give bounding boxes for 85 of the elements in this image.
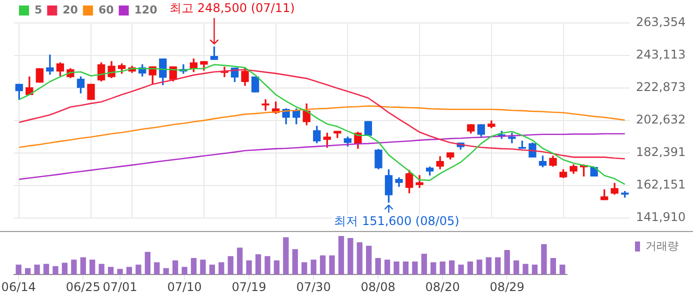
y-tick-label: 141,910 <box>636 210 686 224</box>
bar <box>550 258 556 275</box>
y-tick-label: 243,113 <box>636 48 686 62</box>
x-tick-label: 07/10 <box>167 280 202 294</box>
bar <box>329 255 335 275</box>
bar <box>541 244 547 275</box>
bar <box>292 249 298 275</box>
bar <box>264 256 270 275</box>
bar <box>200 260 206 275</box>
legend-label: 거래량 <box>646 239 678 252</box>
x-tick-label: 08/29 <box>490 280 524 294</box>
bar <box>218 262 224 275</box>
bar <box>384 260 390 275</box>
bar <box>532 264 538 275</box>
bar <box>522 264 528 275</box>
bar <box>338 236 344 275</box>
bar <box>402 262 409 275</box>
legend-label: 20 <box>62 3 78 16</box>
bar <box>136 264 142 275</box>
bar <box>190 258 197 275</box>
x-tick-label: 06/25 <box>66 280 100 294</box>
x-tick-label: 07/30 <box>296 280 331 294</box>
bar <box>52 266 58 275</box>
bar <box>486 257 492 275</box>
x-tick-label: 07/19 <box>232 280 266 294</box>
bar <box>348 238 354 275</box>
legend-label: 5 <box>34 3 42 16</box>
legend-label: 60 <box>98 3 114 16</box>
bar <box>560 264 566 275</box>
candlestick <box>262 99 270 111</box>
bar <box>448 260 455 275</box>
bar <box>16 264 22 275</box>
x-tick-label: 08/08 <box>360 280 396 294</box>
bar <box>495 257 501 275</box>
bar <box>236 248 243 275</box>
x-tick-label: 07/01 <box>102 280 138 294</box>
bar <box>62 262 68 275</box>
bar <box>117 268 123 275</box>
y-tick-label: 222,873 <box>636 80 686 94</box>
bar <box>90 260 96 275</box>
legend-label: 120 <box>134 3 158 16</box>
y-tick-label: 202,632 <box>636 112 686 127</box>
bar <box>283 237 289 275</box>
y-tick-label: 182,391 <box>636 144 686 159</box>
bar <box>301 262 308 275</box>
bar <box>394 262 400 275</box>
y-tick-label: 263,354 <box>636 15 686 30</box>
bar <box>274 260 280 275</box>
annotation: 최저 151,600 (08/05) <box>334 214 460 228</box>
bar <box>310 260 316 275</box>
bar <box>356 242 362 275</box>
bar <box>467 262 474 275</box>
text: 최고 248,500 (07/11) <box>170 1 295 16</box>
bar <box>24 268 31 275</box>
bar <box>71 260 77 275</box>
bar <box>458 264 464 275</box>
bar <box>228 256 234 275</box>
bar <box>440 262 446 275</box>
bar <box>366 246 372 275</box>
bar <box>34 264 40 275</box>
bar <box>172 260 178 275</box>
bar <box>163 268 169 275</box>
x-tick-label: 06/14 <box>1 280 36 294</box>
bar <box>80 257 86 275</box>
bar <box>421 254 427 275</box>
bar <box>182 266 188 275</box>
bar <box>246 260 252 275</box>
bar <box>320 255 326 275</box>
bar <box>504 250 510 275</box>
bar <box>476 260 482 275</box>
bar <box>144 252 150 275</box>
bar <box>126 266 132 275</box>
y-tick-label: 162,151 <box>636 177 686 192</box>
bar <box>43 264 50 275</box>
bar <box>108 266 114 275</box>
bar <box>375 258 381 275</box>
bar <box>98 264 104 275</box>
bar <box>412 262 418 275</box>
bar <box>513 260 520 275</box>
x-tick-label: 08/20 <box>425 280 460 294</box>
bar <box>430 262 436 275</box>
candlestick <box>46 54 54 75</box>
bar <box>209 264 215 275</box>
bar <box>255 254 262 275</box>
bar <box>154 262 160 275</box>
